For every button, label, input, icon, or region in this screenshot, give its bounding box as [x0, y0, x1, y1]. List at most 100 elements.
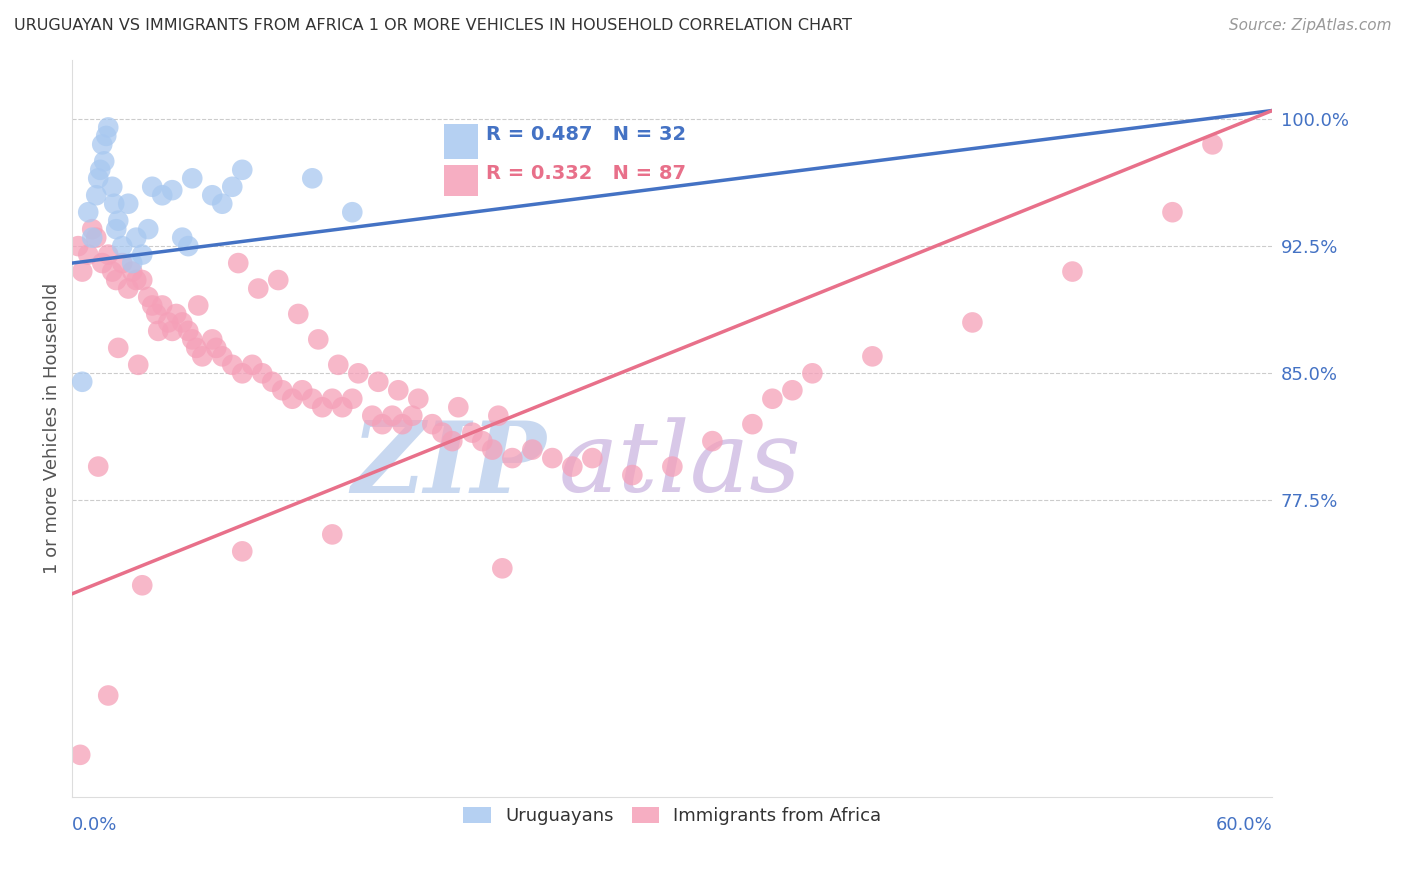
Point	[125, 230, 148, 244]
Point	[432, 425, 454, 440]
Point	[187, 298, 209, 312]
Point	[211, 349, 233, 363]
Point	[328, 358, 350, 372]
Point	[1201, 137, 1223, 152]
Point	[70, 264, 93, 278]
Point	[860, 349, 883, 363]
Point	[381, 409, 404, 423]
Point	[107, 341, 129, 355]
Point	[105, 273, 128, 287]
Point	[105, 222, 128, 236]
Point	[347, 367, 370, 381]
Point	[371, 417, 394, 432]
Point	[101, 264, 124, 278]
Point	[1161, 205, 1184, 219]
Point	[391, 417, 413, 432]
Point	[621, 468, 644, 483]
Point	[84, 188, 107, 202]
Point	[491, 561, 513, 575]
Point	[281, 392, 304, 406]
Point	[181, 332, 204, 346]
Point	[271, 384, 294, 398]
Point	[91, 256, 114, 270]
FancyBboxPatch shape	[444, 124, 478, 159]
Point	[330, 401, 353, 415]
Point	[121, 264, 143, 278]
Point	[301, 171, 323, 186]
Point	[89, 162, 111, 177]
Point	[761, 392, 783, 406]
Text: R = 0.487   N = 32: R = 0.487 N = 32	[486, 125, 686, 144]
Point	[301, 392, 323, 406]
Point	[311, 401, 333, 415]
Point	[162, 324, 184, 338]
Point	[221, 179, 243, 194]
Point	[131, 578, 153, 592]
Point	[101, 179, 124, 194]
Point	[141, 298, 163, 312]
Point	[231, 367, 253, 381]
Point	[211, 196, 233, 211]
Point	[165, 307, 187, 321]
Point	[205, 341, 228, 355]
Point	[962, 315, 984, 329]
Y-axis label: 1 or more Vehicles in Household: 1 or more Vehicles in Household	[44, 283, 60, 574]
Text: atlas: atlas	[558, 417, 801, 513]
Text: 0.0%: 0.0%	[72, 815, 118, 834]
Point	[321, 392, 343, 406]
Point	[84, 230, 107, 244]
Point	[201, 332, 224, 346]
Point	[107, 213, 129, 227]
Point	[501, 451, 523, 466]
Point	[661, 459, 683, 474]
Point	[287, 307, 309, 321]
Text: ZIP: ZIP	[352, 417, 547, 514]
Point	[408, 392, 430, 406]
Point	[82, 222, 104, 236]
Point	[231, 544, 253, 558]
Point	[447, 401, 470, 415]
Point	[148, 324, 170, 338]
Point	[87, 459, 110, 474]
Point	[252, 367, 274, 381]
Point	[127, 358, 149, 372]
Point	[157, 315, 180, 329]
Point	[240, 358, 263, 372]
Point	[136, 290, 159, 304]
Point	[262, 375, 284, 389]
Point	[136, 222, 159, 236]
Point	[77, 205, 100, 219]
Point	[367, 375, 389, 389]
Point	[172, 230, 194, 244]
Point	[342, 392, 364, 406]
Point	[441, 434, 464, 449]
Point	[481, 442, 503, 457]
Point	[741, 417, 763, 432]
Point	[420, 417, 443, 432]
Point	[111, 256, 134, 270]
Point	[131, 273, 153, 287]
Text: Source: ZipAtlas.com: Source: ZipAtlas.com	[1229, 18, 1392, 33]
Point	[131, 247, 153, 261]
Point	[111, 239, 134, 253]
Point	[541, 451, 564, 466]
Point	[172, 315, 194, 329]
Point	[141, 179, 163, 194]
Point	[361, 409, 384, 423]
Point	[702, 434, 724, 449]
Point	[486, 409, 509, 423]
Point	[401, 409, 423, 423]
Text: 60.0%: 60.0%	[1216, 815, 1272, 834]
FancyBboxPatch shape	[444, 165, 478, 196]
Legend: Uruguayans, Immigrants from Africa: Uruguayans, Immigrants from Africa	[457, 800, 889, 832]
Point	[97, 120, 120, 135]
Point	[186, 341, 208, 355]
Point	[226, 256, 249, 270]
Point	[121, 256, 143, 270]
Point	[91, 137, 114, 152]
Point	[342, 205, 364, 219]
Point	[145, 307, 167, 321]
Point	[247, 281, 270, 295]
Point	[522, 442, 544, 457]
Point	[321, 527, 343, 541]
